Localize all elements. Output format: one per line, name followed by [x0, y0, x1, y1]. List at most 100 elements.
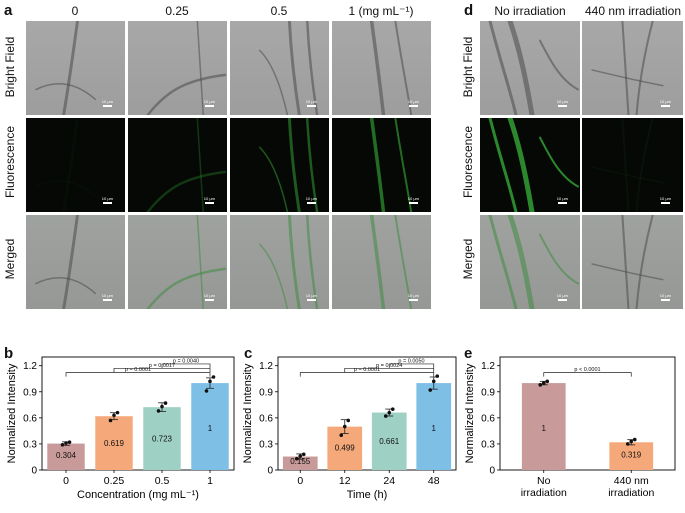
panel-a-fluor-fibers-1: [146, 118, 227, 212]
panel-a-scale-label-bright-3: 10 μm: [407, 99, 419, 104]
panel-d-scale-label-fluor-0: 10 μm: [556, 196, 568, 201]
chart-c-point-1-1: [342, 424, 347, 429]
chart-e-xtick-label-1-0: 440 nm: [614, 475, 649, 487]
chart-b-point-2-0: [156, 409, 161, 413]
chart-b-xtick-label-3: 1: [207, 475, 213, 487]
panel-d-col-title-0: No irradiation: [494, 4, 566, 18]
panel-a-scale-label-bright-0: 10 μm: [101, 99, 113, 104]
chart-b-point-2-2: [163, 401, 168, 405]
chart-c-point-3-1: [431, 379, 436, 384]
chart-b-sig-bracket-2: [65, 372, 211, 377]
chart-c-value-label-0: 0.155: [290, 457, 311, 466]
chart-c-ytick-label-0: 0: [267, 466, 273, 477]
chart-e-point-0-0: [538, 383, 543, 387]
chart-c-ytick-label-3: 0.9: [259, 387, 273, 398]
chart-e-point-1-0: [625, 442, 630, 446]
chart-c: 0 0.3 0.6 0.9 1.2 Normalized Intensity 0.155 0 0…: [240, 345, 462, 508]
panel-d-row-title-fluor: Fluorescence: [461, 125, 475, 199]
panel-a-scale-bar-merged-0: 10 μm: [102, 293, 113, 301]
panel-a-scale-label-fluor-2: 10 μm: [305, 196, 317, 201]
chart-e: 0 0.3 0.6 0.9 1.2 Normalized Intensity 1 No irra…: [462, 345, 685, 508]
panel-d-bright-fibers-1: [591, 21, 664, 115]
panel-a-scale-bar-fluor-2: 10 μm: [306, 196, 317, 204]
chart-b-xtick-label-2: 0.5: [155, 475, 170, 487]
panel-label-b: b: [4, 345, 14, 362]
chart-e-xtick-label-1-1: irradiation: [608, 487, 654, 499]
panel-a-scale-bar-merged-3: 10 μm: [408, 293, 419, 301]
panel-d-scale-bar-merged-1: 10 μm: [660, 293, 671, 301]
panel-d-scale-label-bright-1: 10 μm: [659, 99, 671, 104]
panel-d-scale-label-merged-0: 10 μm: [556, 293, 568, 298]
chart-c-point-3-0: [428, 388, 433, 392]
chart-b-sig-label-2: p = 0.0001: [125, 367, 151, 373]
chart-c-value-label-2: 0.661: [379, 437, 400, 446]
panel-a-bright-fibers-1: [146, 21, 227, 115]
chart-b-point-1-0: [108, 418, 113, 423]
chart-b-bar-2: [143, 407, 181, 470]
chart-b-point-3-2: [211, 375, 216, 379]
panel-d-scale-label-fluor-1: 10 μm: [659, 196, 671, 201]
panel-d-merged-fibers-0: [488, 215, 579, 309]
panel-a-merged-fibers-1: [146, 215, 227, 309]
panel-d-bright-fibers-0: [488, 21, 579, 115]
chart-e-point-1-1: [629, 439, 634, 444]
panel-label-a: a: [4, 2, 13, 19]
chart-c-xlabel: Time (h): [347, 489, 388, 501]
chart-b-point-0-1: [64, 441, 68, 445]
chart-c-point-2-1: [387, 410, 392, 415]
panel-d-fluor-fibers-1: [591, 118, 664, 212]
chart-c-value-label-1: 0.499: [335, 443, 356, 452]
panel-a-merged-image-3: 10 μm: [332, 215, 431, 309]
panel-d-bright-image-1: 10 μm: [582, 21, 683, 115]
panel-a-bright-fibers-2: [258, 21, 319, 115]
chart-b-bar-3: [191, 383, 229, 470]
chart-b-point-1-1: [112, 413, 116, 418]
panel-d-row-title-merged: Merged: [461, 238, 475, 280]
chart-c-point-0-0: [294, 456, 299, 461]
panel-a-fluor-fibers-3: [369, 118, 413, 212]
chart-c-ytick-label-1: 0.3: [259, 439, 273, 450]
chart-c-point-1-0: [339, 433, 344, 438]
chart-b-sig-bracket-0: [161, 363, 211, 368]
panel-d-scale-bar-bright-0: 10 μm: [557, 99, 568, 107]
chart-b-value-label-0: 0.304: [56, 451, 77, 460]
chart-e-point-1-2: [632, 437, 637, 442]
panel-d-fluor-image-0: 10 μm: [480, 118, 580, 212]
panel-a-fluor-image-1: 10 μm: [128, 118, 227, 212]
panel-a-scale-bar-fluor-3: 10 μm: [408, 196, 419, 204]
panel-a-bright-image-0: 10 μm: [26, 21, 125, 115]
chart-c-xtick-label-1: 12: [339, 475, 351, 487]
panel-d-fluor-image-1: 10 μm: [582, 118, 683, 212]
panel-a-merged-fibers-0: [35, 215, 97, 309]
chart-b-ytick-label-4: 1.2: [23, 361, 37, 372]
chart-b-ytick-label-0: 0: [31, 466, 37, 477]
panel-d-row-title-bright: Bright Field: [461, 36, 475, 98]
chart-c-svg: 0 0.3 0.6 0.9 1.2 Normalized Intensity 0.155 0 0…: [242, 356, 457, 501]
chart-b-ytick-label-2: 0.6: [23, 413, 37, 424]
chart-b-frame: [41, 356, 235, 471]
chart-b-sig-bracket-1: [113, 367, 211, 373]
panel-a-row-title-fluor: Fluorescence: [3, 125, 17, 199]
chart-c-point-2-0: [383, 414, 388, 418]
panel-a-row-title-merged: Merged: [3, 238, 17, 280]
panel-a-fluor-image-0: 10 μm: [26, 118, 125, 212]
panel-a-scale-label-merged-2: 10 μm: [305, 293, 317, 298]
panel-d-bright-image-0: 10 μm: [480, 21, 580, 115]
panel-d-scale-label-bright-0: 10 μm: [556, 99, 568, 104]
panel-a-scale-label-merged-1: 10 μm: [203, 293, 215, 298]
panel-a-scale-label-fluor-0: 10 μm: [101, 196, 113, 201]
panel-d-scale-bar-fluor-0: 10 μm: [557, 196, 568, 204]
chart-c-frame: [277, 356, 457, 471]
panel-d-scale-bar-fluor-1: 10 μm: [660, 196, 671, 204]
chart-b: 0 0.3 0.6 0.9 1.2 Normalized Intensity 0.304 0 0…: [0, 345, 240, 508]
panel-a-bright-fibers-0: [35, 21, 97, 115]
chart-b-point-3-1: [208, 379, 212, 384]
chart-e-xtick-label-0-1: irradiation: [521, 487, 567, 499]
chart-b-svg: 0 0.3 0.6 0.9 1.2 Normalized Intensity 0.304 0 0…: [6, 356, 235, 501]
panel-a-row-title-bright: Bright Field: [3, 36, 17, 98]
chart-e-sig-label-0: p < 0.0001: [574, 367, 600, 373]
chart-b-sig-label-1: p = 0.0017: [149, 363, 175, 369]
panel-a-merged-image-0: 10 μm: [26, 215, 125, 309]
chart-b-xtick-label-1: 0.25: [104, 475, 125, 487]
